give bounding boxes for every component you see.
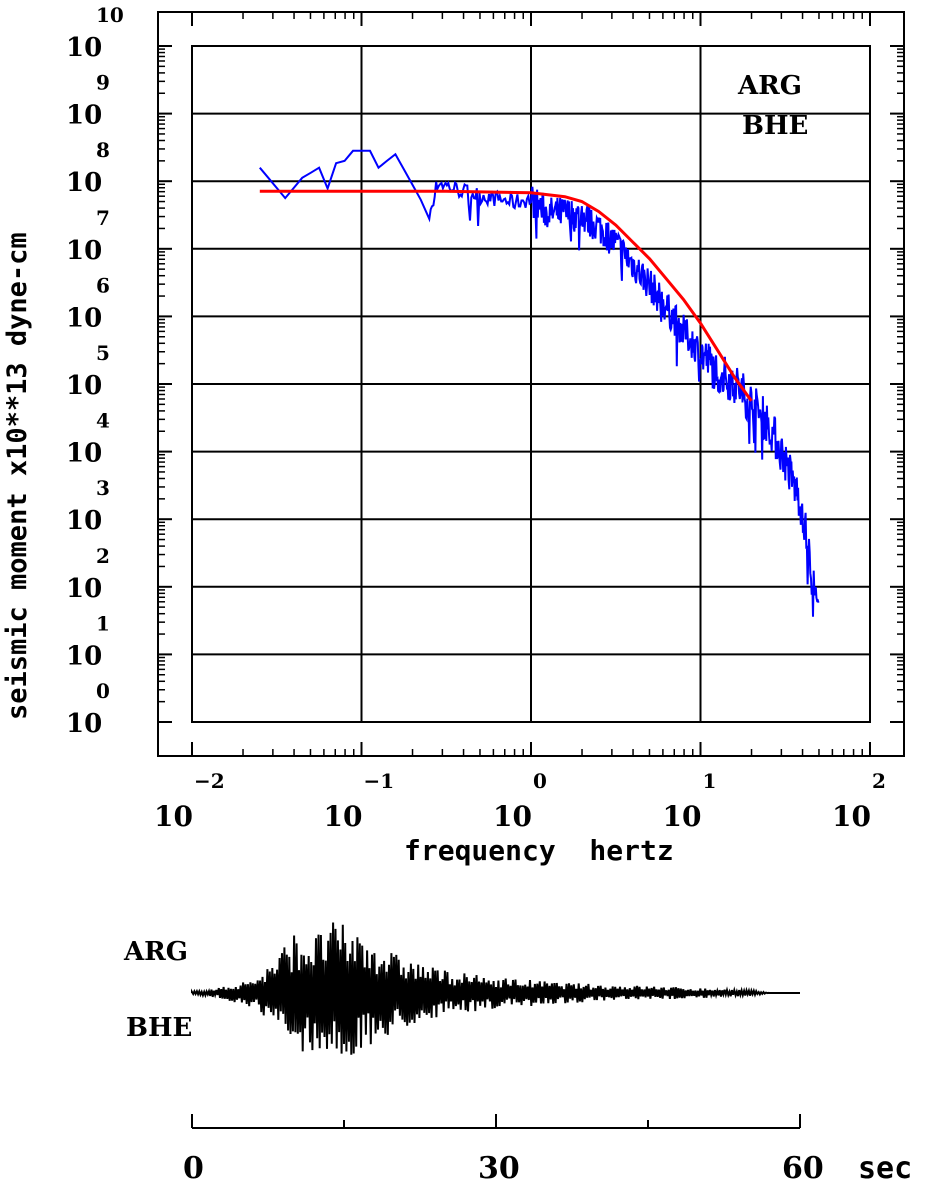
x-tick-label-exponent-2: 2 [872, 769, 886, 793]
y-tick-label-base-7: 10 [66, 236, 102, 266]
spectrum-grid [192, 46, 870, 722]
y-tick-label-base-2: 10 [66, 574, 102, 604]
y-tick-label-exponent-8: 8 [96, 138, 110, 162]
x-tick-label-base-2: 10 [832, 800, 871, 833]
y-tick-label-base-10: 10 [66, 33, 102, 63]
spectrum-plot-area [191, 45, 871, 723]
y-tick-label-base-5: 10 [66, 371, 102, 401]
y-tick-label-exponent-6: 6 [96, 273, 110, 297]
y-tick-label-exponent-9: 9 [96, 71, 110, 95]
spectrum-component-label: BHE [742, 111, 808, 141]
y-tick-label-base-4: 10 [66, 439, 102, 469]
y-tick-label-exponent-4: 4 [96, 409, 110, 433]
y-tick-label-base-9: 10 [66, 101, 102, 131]
y-tick-label-exponent-10: 10 [96, 3, 124, 27]
y-tick-label-base-6: 10 [66, 303, 102, 333]
y-tick-label-exponent-1: 1 [96, 611, 110, 635]
y-axis-label: seismic moment x10**13 dyne-cm [2, 232, 33, 720]
observed-spectrum-line [259, 149, 820, 617]
x-tick-label-exponent--1: −1 [364, 769, 395, 793]
spectrum-y-ticks: 10 0 10 1 10 2 10 3 10 4 10 5 10 6 10 7 10 8 10 9 10 10 [66, 3, 904, 739]
y-tick-label-base-1: 10 [66, 641, 102, 671]
y-tick-label-exponent-3: 3 [96, 476, 110, 500]
seismogram-trace [191, 922, 800, 1055]
x-tick-label-exponent-0: 0 [533, 769, 547, 793]
y-tick-label-base-3: 10 [66, 506, 102, 536]
time-tick-label-60: 60 [782, 1151, 824, 1184]
y-tick-label-exponent-2: 2 [96, 544, 110, 568]
y-tick-label-base-8: 10 [66, 168, 102, 198]
time-tick-label-30: 30 [478, 1151, 520, 1184]
x-axis-label: frequency hertz [404, 834, 674, 867]
x-tick-label-exponent-1: 1 [703, 769, 717, 793]
x-tick-label-base--1: 10 [324, 800, 363, 833]
x-tick-label-base-0: 10 [493, 800, 532, 833]
y-tick-label-exponent-0: 0 [96, 679, 110, 703]
x-tick-label-base--2: 10 [154, 800, 193, 833]
y-tick-label-exponent-5: 5 [96, 341, 110, 365]
x-tick-label-base-1: 10 [663, 800, 702, 833]
time-unit-label: sec [858, 1151, 912, 1184]
y-tick-label-exponent-7: 7 [96, 206, 110, 230]
time-axis: 0 30 60 [183, 1114, 824, 1184]
y-tick-label-base-0: 10 [66, 709, 102, 739]
model-fit-line [259, 189, 753, 402]
time-tick-label-0: 0 [183, 1151, 204, 1184]
spectrum-station-label: ARG [737, 71, 802, 101]
seismogram-component-label: BHE [126, 1013, 192, 1043]
seismogram-station-label: ARG [123, 937, 188, 967]
x-tick-label-exponent--2: −2 [194, 769, 225, 793]
